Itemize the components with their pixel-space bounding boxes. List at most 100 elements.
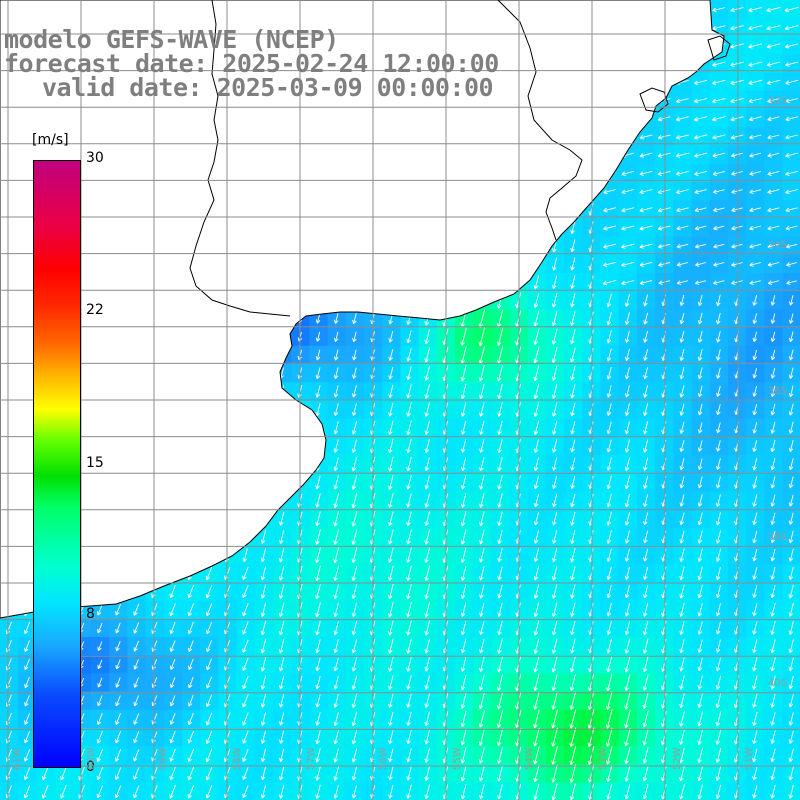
wind-arrow (205, 694, 213, 708)
wind-arrow (333, 511, 340, 527)
wind-arrow (97, 677, 103, 688)
wind-arrow (260, 712, 267, 726)
wind-arrow (752, 657, 758, 672)
wind-arrow (749, 243, 762, 249)
wind-arrow (697, 693, 703, 709)
colorbar-tick: 30 (86, 150, 104, 166)
wind-arrow (752, 367, 758, 379)
wind-arrow (460, 565, 467, 581)
wind-arrow (570, 275, 576, 289)
wind-arrow (716, 385, 721, 397)
wind-arrow (388, 349, 394, 361)
wind-arrow (406, 384, 412, 399)
wind-arrow (60, 766, 67, 781)
wind-arrow (657, 116, 671, 122)
wind-arrow (643, 566, 649, 580)
wind-arrow (712, 25, 726, 31)
wind-arrow (351, 565, 358, 582)
wind-arrow (278, 657, 285, 672)
wind-arrow (715, 693, 722, 709)
wind-arrow (351, 693, 358, 709)
wind-arrow (496, 746, 504, 764)
wind-arrow (697, 639, 703, 653)
wind-arrow (479, 420, 485, 435)
wind-arrow (388, 384, 394, 399)
wind-arrow (333, 711, 339, 727)
wind-arrow (788, 694, 794, 708)
wind-arrow (460, 728, 467, 746)
wind-arrow (351, 474, 358, 490)
wind-arrow (333, 730, 339, 745)
wind-arrow (260, 602, 267, 617)
wind-arrow (716, 312, 721, 325)
wind-arrow (351, 492, 358, 509)
wind-arrow (460, 439, 467, 453)
wind-arrow (679, 458, 685, 471)
wind-arrow (242, 785, 249, 799)
wind-arrow (388, 330, 394, 343)
wind-arrow (424, 493, 430, 508)
wind-arrow (730, 116, 744, 122)
wind-arrow (639, 170, 653, 176)
wind-arrow (315, 529, 321, 545)
wind-arrow (424, 457, 430, 472)
wind-arrow (169, 658, 176, 670)
wind-arrow (679, 711, 685, 727)
wind-arrow (242, 603, 249, 617)
wind-arrow (242, 767, 249, 781)
wind-arrow (676, 280, 689, 285)
wind-arrow (788, 349, 794, 361)
wind-arrow (23, 749, 31, 762)
wind-arrow (260, 748, 266, 763)
wind-arrow (387, 602, 394, 618)
wind-arrow (315, 730, 321, 745)
wind-arrow (606, 548, 612, 562)
wind-arrow (424, 657, 430, 672)
wind-arrow (387, 565, 394, 581)
wind-arrow (333, 748, 339, 763)
wind-arrow (788, 675, 794, 690)
wind-arrow (388, 730, 394, 745)
wind-arrow (716, 422, 721, 434)
wind-arrow (388, 711, 394, 727)
wind-arrow (169, 603, 176, 617)
wind-arrow (551, 402, 558, 417)
wind-arrow (260, 766, 266, 781)
wind-arrow (624, 548, 630, 562)
wind-arrow (624, 457, 631, 471)
wind-arrow (551, 566, 558, 581)
wind-arrow (570, 566, 576, 581)
wind-arrow (460, 710, 467, 728)
wind-arrow (406, 475, 412, 490)
river-boundary (189, 0, 291, 317)
wind-arrow (770, 421, 776, 434)
latitude-label: 40S (768, 678, 788, 689)
wind-arrow (551, 383, 558, 399)
wind-arrow (570, 421, 576, 435)
wind-arrow (115, 604, 121, 616)
wind-arrow (679, 385, 685, 398)
wind-arrow (424, 784, 430, 800)
wind-arrow (570, 347, 576, 363)
wind-arrow (679, 747, 685, 764)
wind-arrow (657, 207, 671, 213)
wind-arrow (533, 457, 540, 472)
wind-arrow (694, 207, 707, 213)
wind-arrow (333, 675, 339, 690)
wind-arrow (752, 585, 758, 599)
wind-arrow (424, 638, 430, 654)
wind-arrow (731, 262, 743, 267)
wind-arrow (406, 766, 412, 781)
wind-arrow (351, 385, 357, 398)
wind-arrow (624, 530, 630, 544)
wind-arrow (606, 584, 612, 599)
wind-arrow (713, 262, 725, 267)
wind-arrow (169, 621, 176, 635)
wind-arrow (279, 730, 285, 744)
wind-arrow (715, 512, 721, 526)
wind-arrow (570, 239, 576, 253)
wind-arrow (333, 493, 340, 509)
wind-arrow (242, 566, 249, 580)
wind-arrow (569, 691, 577, 710)
wind-arrow (788, 385, 794, 398)
